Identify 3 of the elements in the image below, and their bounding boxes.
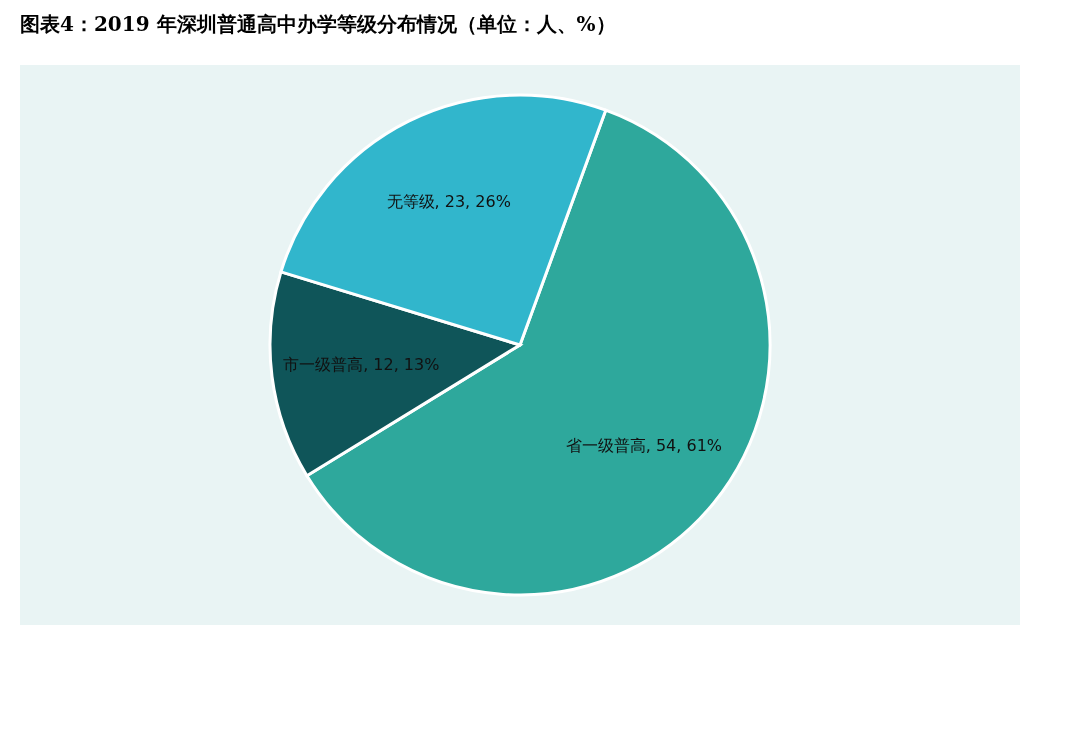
slice-label: 无等级, 23, 26% [386,191,511,211]
slice-label: 省一级普高, 54, 61% [565,436,723,456]
chart-title: 图表4：2019 年深圳普通高中办学等级分布情况（单位：人、%） [20,12,616,36]
